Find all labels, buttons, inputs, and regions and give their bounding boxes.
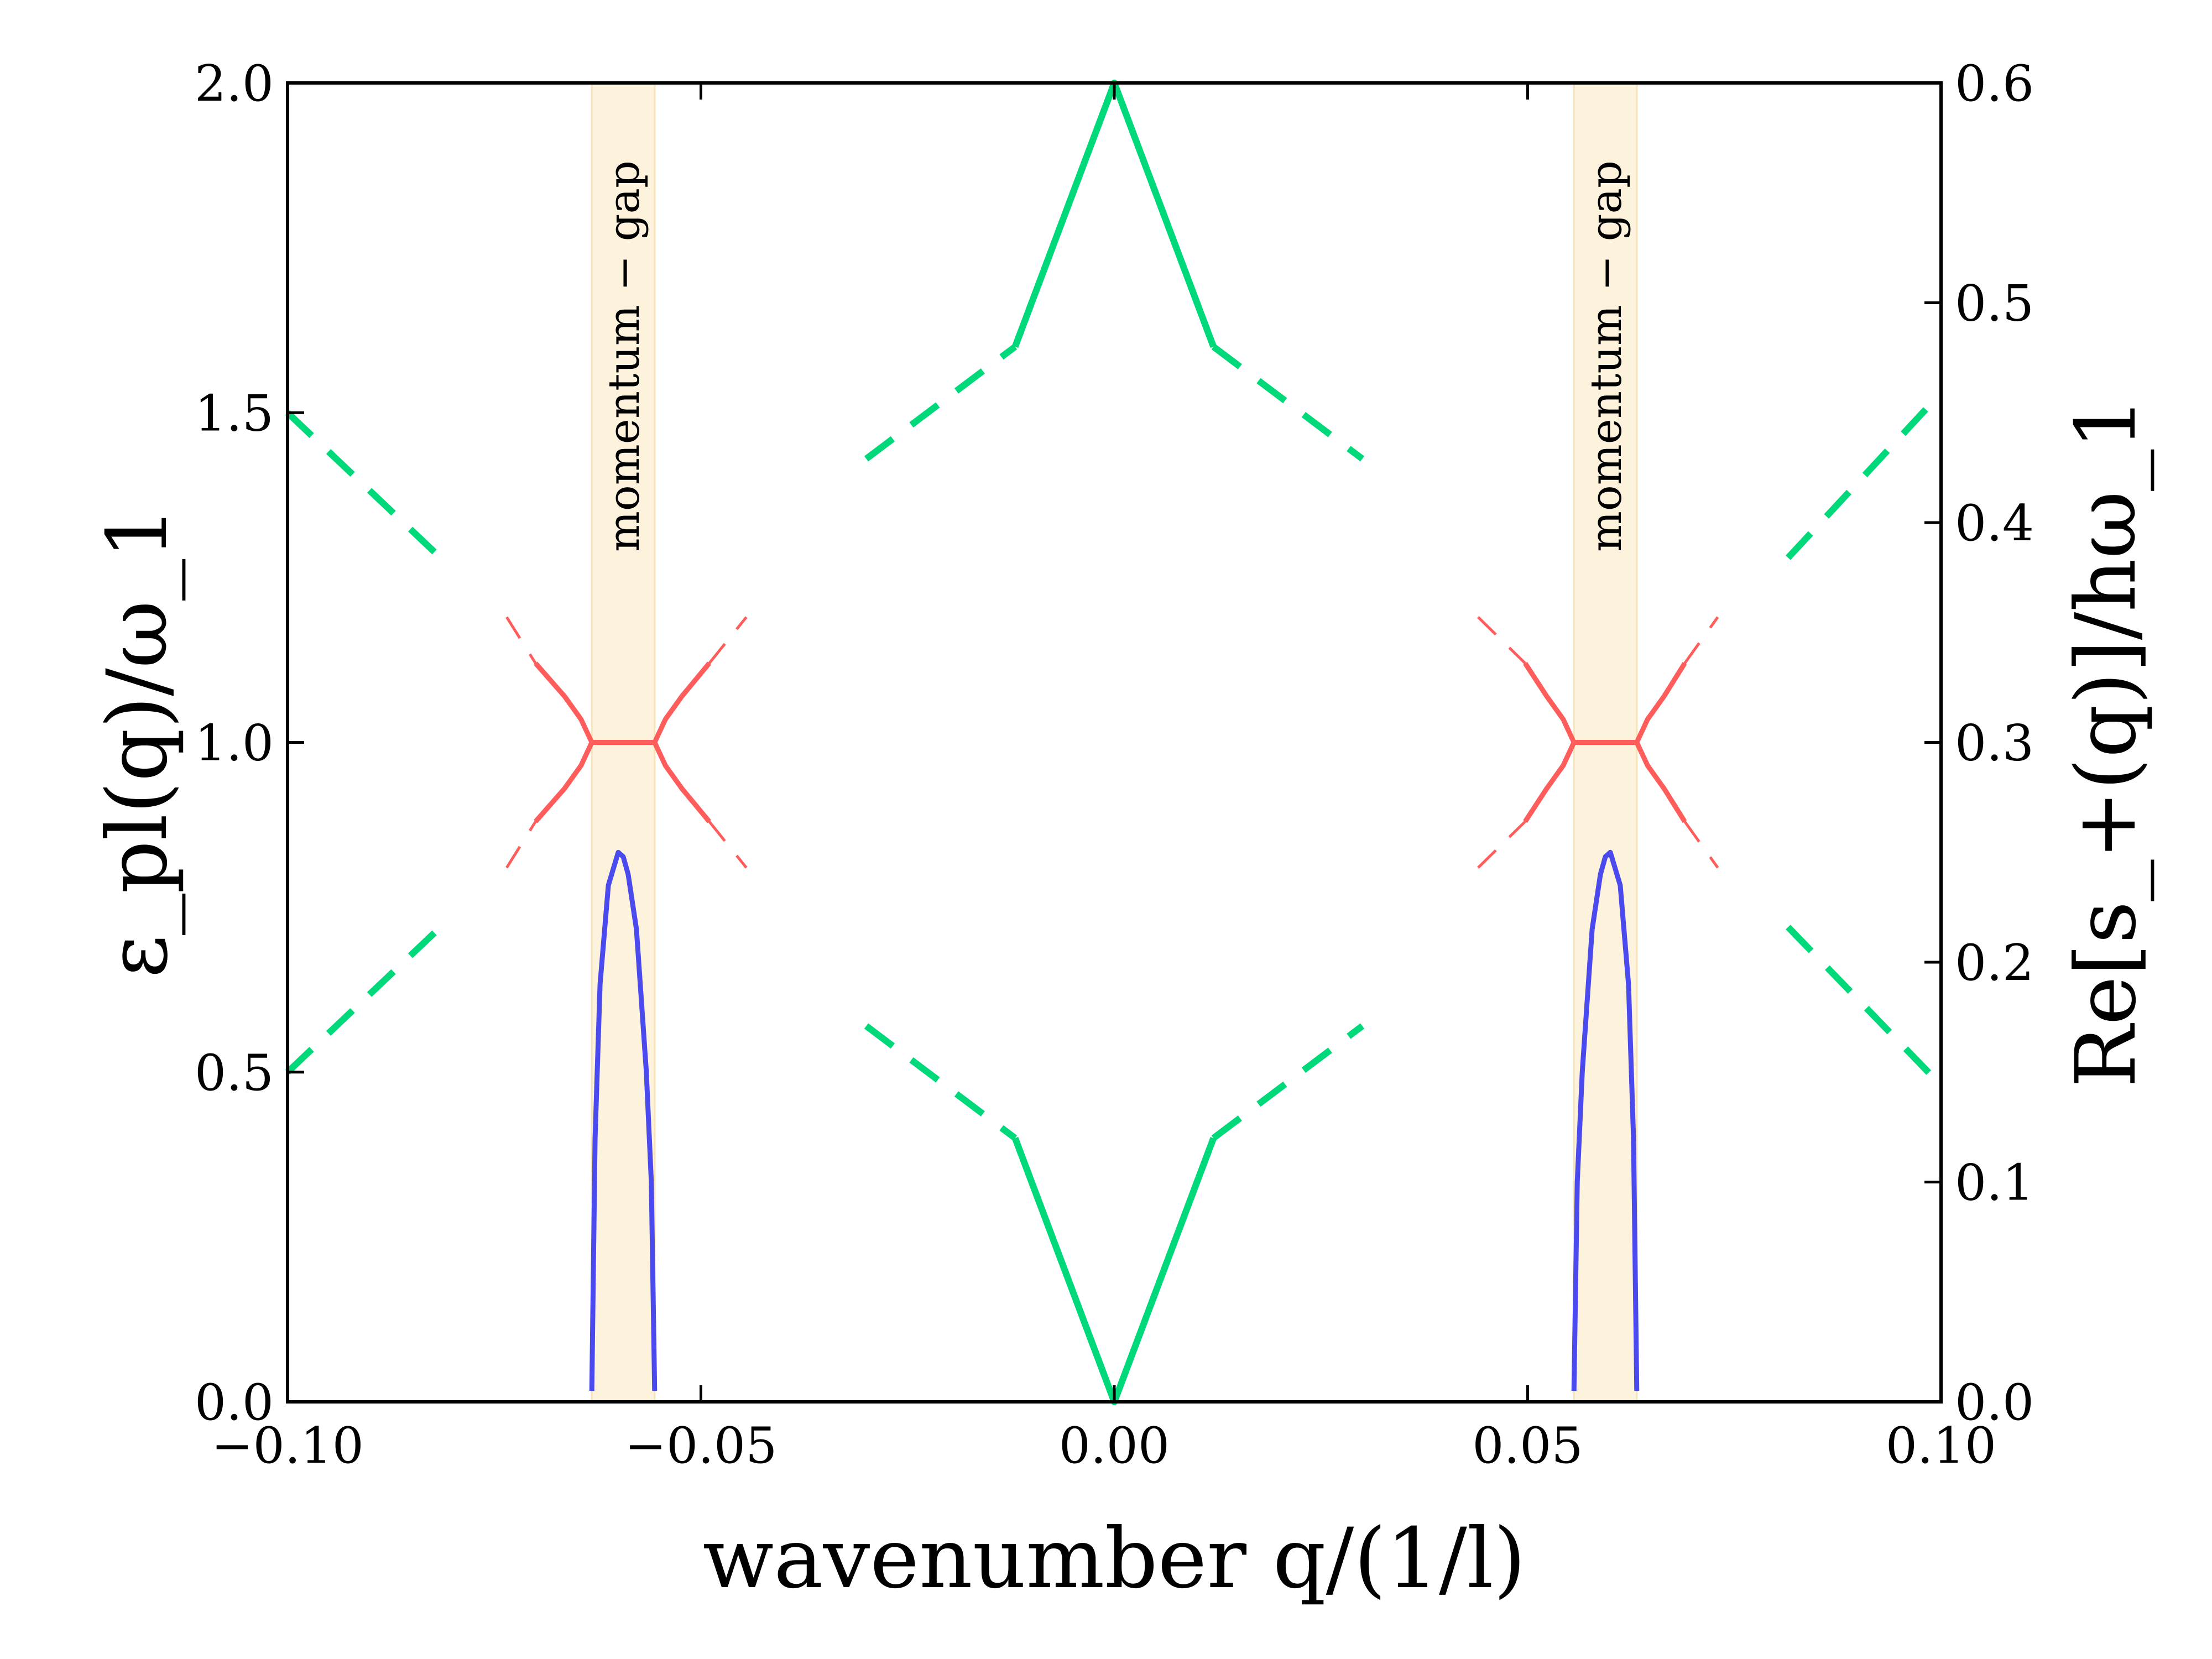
series-line — [285, 410, 443, 560]
y-right-tick-label: 0.2 — [1955, 934, 2034, 992]
series-line — [1786, 390, 1944, 560]
y-left-tick-label: 1.0 — [195, 714, 274, 773]
x-tick-label: −0.05 — [625, 1417, 778, 1475]
series-line — [864, 344, 1018, 462]
y-right-tick-label: 0.4 — [1955, 494, 2034, 552]
y-right-tick-label: 0.3 — [1955, 714, 2034, 773]
y-left-tick-label: 0.0 — [195, 1374, 274, 1432]
x-tick-label: 0.05 — [1472, 1417, 1583, 1475]
series-line — [534, 661, 594, 823]
y-right-tick-label: 0.5 — [1955, 275, 2034, 333]
series-line — [1523, 661, 1577, 823]
series-line — [285, 925, 443, 1075]
y-axis-left-label: ε_pl(q)/ω_1 — [90, 506, 186, 978]
plot-frame — [286, 81, 1943, 1404]
momentum-gap-label: momentum − gap — [1582, 160, 1631, 552]
y-left-tick-label: 2.0 — [195, 55, 274, 113]
x-tick-label: 0.00 — [1059, 1417, 1170, 1475]
series-line — [589, 849, 658, 1391]
series-line — [505, 616, 537, 664]
series-line — [505, 821, 537, 869]
y-left-tick-label: 1.5 — [195, 384, 274, 442]
series-line — [1477, 616, 1526, 665]
series-line — [1211, 1023, 1365, 1141]
series-line — [652, 661, 711, 823]
y-right-tick-label: 0.6 — [1955, 55, 2034, 113]
series-line — [1211, 344, 1365, 462]
momentum-gap-label: momentum − gap — [599, 160, 649, 552]
series-line — [1786, 925, 1944, 1088]
series-line — [1011, 80, 1217, 348]
x-tick-label: −0.10 — [211, 1417, 364, 1475]
series-line — [1011, 1136, 1217, 1405]
y-left-tick-label: 0.5 — [195, 1044, 274, 1102]
series-line — [864, 1023, 1018, 1141]
series-line — [1477, 820, 1526, 869]
series-line — [1634, 662, 1687, 823]
x-axis-label: wavenumber q/(1/l) — [703, 1511, 1526, 1607]
x-tick-label: 0.10 — [1886, 1417, 1996, 1475]
y-axis-right-label: Re[s_+(q)]/hω_1 — [2058, 397, 2154, 1087]
series-line — [1571, 849, 1640, 1391]
y-right-tick-label: 0.1 — [1955, 1154, 2034, 1212]
series-line — [708, 821, 748, 869]
ticks-group: −0.10 −0.05 0.00 0.05 0.100.00.51.01.52.00.0… — [195, 55, 2034, 1475]
series-line — [1683, 821, 1719, 869]
series-line — [1683, 616, 1719, 664]
series-group — [285, 80, 1944, 1405]
series-line — [708, 616, 748, 664]
y-right-tick-label: 0.0 — [1955, 1374, 2034, 1432]
shaded-bands: momentum − gap momentum − gap — [591, 82, 1638, 1403]
